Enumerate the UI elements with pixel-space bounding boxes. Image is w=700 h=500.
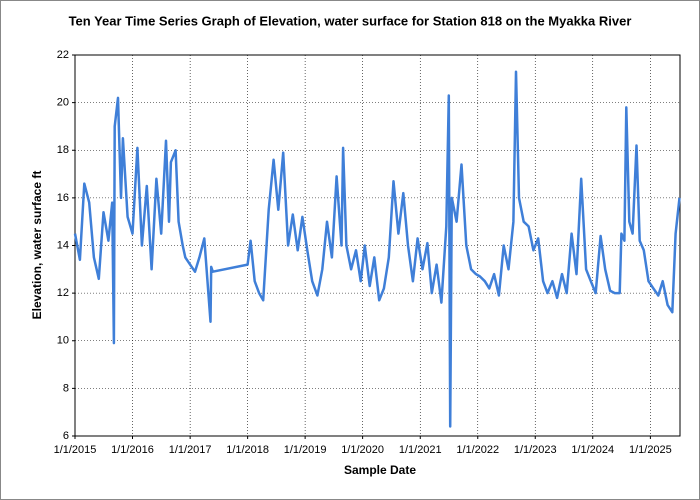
x-tick-label: 1/1/2017 <box>169 444 212 456</box>
x-tick-label: 1/1/2015 <box>54 444 97 456</box>
y-tick-label: 18 <box>57 144 69 156</box>
x-tick-label: 1/1/2023 <box>514 444 557 456</box>
x-tick-label: 1/1/2018 <box>226 444 269 456</box>
x-tick-label: 1/1/2025 <box>629 444 672 456</box>
plot-border <box>74 54 681 437</box>
y-tick-label: 12 <box>57 287 69 299</box>
y-tick-label: 10 <box>57 335 69 347</box>
y-axis-title: Elevation, water surface ft <box>30 171 44 320</box>
y-tick-label: 8 <box>63 382 69 394</box>
y-tick-label: 20 <box>57 97 69 109</box>
x-axis-title: Sample Date <box>344 463 416 477</box>
x-tick-label: 1/1/2021 <box>399 444 442 456</box>
y-tick-label: 16 <box>57 192 69 204</box>
x-tick-label: 1/1/2016 <box>111 444 154 456</box>
x-tick-label: 1/1/2022 <box>456 444 499 456</box>
x-tick-label: 1/1/2019 <box>284 444 327 456</box>
y-tick-label: 14 <box>57 239 69 251</box>
x-tick-label: 1/1/2020 <box>341 444 384 456</box>
y-tick-label: 6 <box>63 430 69 442</box>
x-tick-label: 1/1/2024 <box>571 444 614 456</box>
chart-title: Ten Year Time Series Graph of Elevation,… <box>69 13 632 28</box>
series-line <box>73 70 681 428</box>
y-tick-label: 22 <box>57 49 69 61</box>
